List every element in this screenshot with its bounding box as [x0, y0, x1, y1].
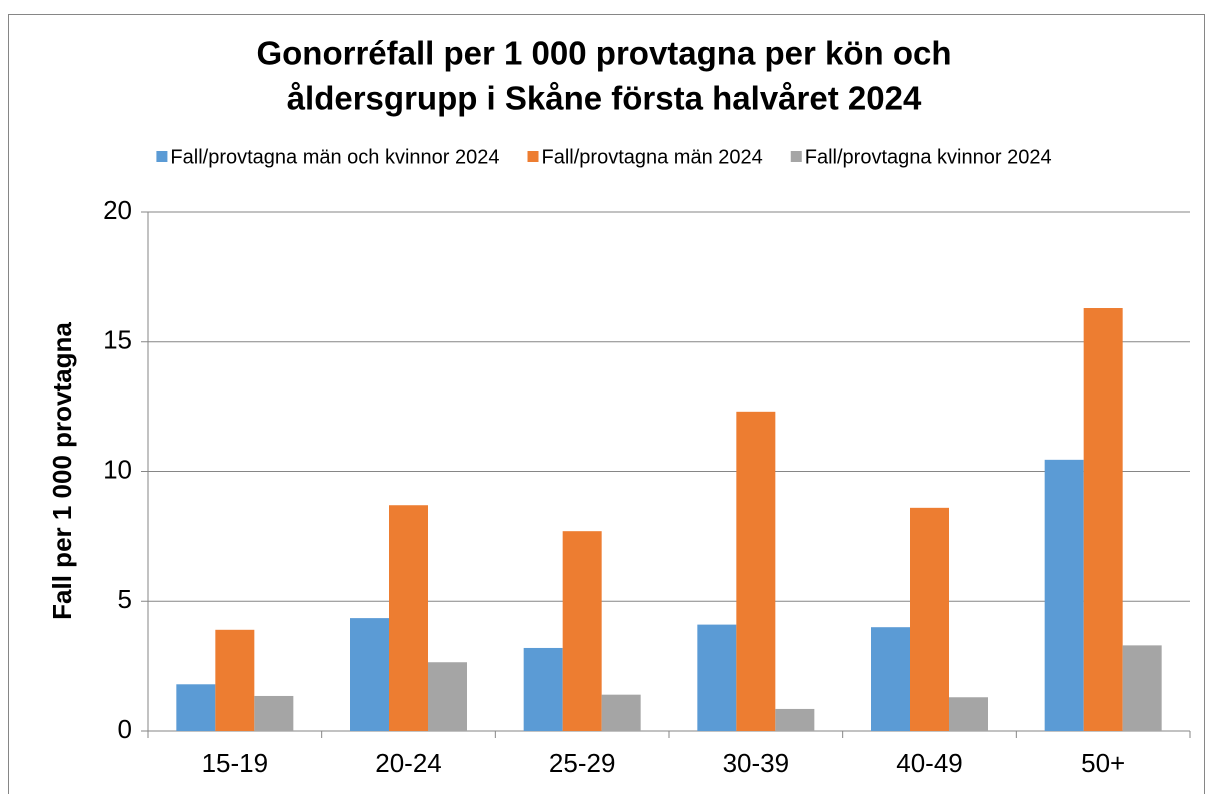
bar [1083, 308, 1123, 731]
y-tick-label: 0 [118, 714, 132, 744]
bar [601, 694, 641, 731]
bar [1122, 645, 1162, 731]
bar [1044, 459, 1084, 731]
bar [428, 662, 467, 731]
bar [389, 505, 428, 731]
x-tick-label: 50+ [1081, 748, 1125, 778]
bar [736, 411, 776, 731]
legend-label: Fall/provtagna män och kvinnor 2024 [170, 146, 499, 168]
bar [949, 697, 988, 731]
legend-swatch [156, 151, 168, 162]
bar [910, 507, 949, 731]
x-tick-label: 40-49 [896, 748, 963, 778]
legend-swatch [527, 151, 539, 162]
bar [523, 647, 563, 731]
legend-label: Fall/provtagna män 2024 [542, 146, 763, 168]
y-tick-label: 10 [103, 454, 132, 484]
bar [697, 624, 737, 731]
bar [775, 708, 815, 731]
bar [871, 627, 910, 731]
y-tick-label: 15 [103, 325, 132, 355]
bar [254, 695, 294, 731]
bar [562, 531, 602, 731]
chart-title: Gonorréfall per 1 000 provtagna per kön … [256, 35, 951, 72]
chart-border [8, 14, 1205, 799]
x-tick-label: 20-24 [375, 748, 442, 778]
y-axis-title: Fall per 1 000 provtagna [47, 322, 77, 620]
x-tick-label: 30-39 [723, 748, 790, 778]
legend-swatch [790, 151, 802, 162]
y-tick-label: 5 [118, 584, 132, 614]
bar [350, 618, 389, 731]
x-tick-label: 25-29 [549, 748, 616, 778]
chart-title: åldersgrupp i Skåne första halvåret 2024 [287, 80, 922, 117]
bar [215, 629, 255, 731]
x-tick-label: 15-19 [202, 748, 269, 778]
legend-label: Fall/provtagna kvinnor 2024 [805, 146, 1052, 168]
y-tick-label: 20 [103, 195, 132, 225]
bar [176, 684, 216, 731]
